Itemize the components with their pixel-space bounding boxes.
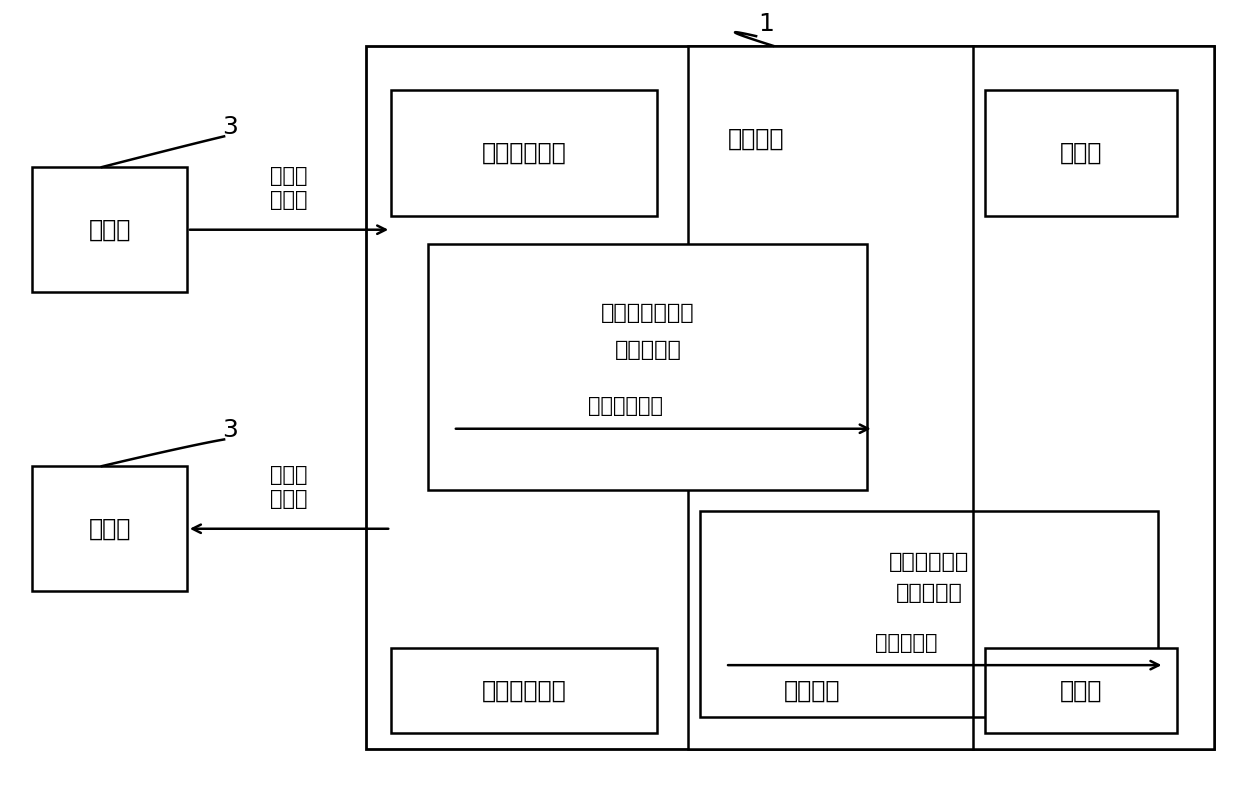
- Text: 数据计算服务: 数据计算服务: [482, 678, 567, 702]
- Text: 3: 3: [222, 418, 238, 442]
- Bar: [428, 244, 868, 491]
- Bar: [32, 167, 187, 292]
- Bar: [391, 90, 657, 216]
- Text: 直到规则引擎返: 直到规则引擎返: [601, 303, 694, 323]
- Text: 1: 1: [758, 12, 774, 36]
- Bar: [701, 511, 1158, 717]
- Text: 客户端: 客户端: [88, 517, 131, 541]
- Bar: [32, 466, 187, 591]
- Text: 提交贷
款申请: 提交贷 款申请: [270, 166, 308, 209]
- Bar: [366, 46, 1214, 749]
- Text: 客户端: 客户端: [88, 217, 131, 242]
- Text: 规则集: 规则集: [1060, 141, 1102, 165]
- Text: 规则引擎: 规则引擎: [784, 679, 839, 703]
- Text: 执行规则集: 执行规则集: [875, 633, 937, 653]
- Text: 回拒绝结果: 回拒绝结果: [614, 340, 681, 360]
- Text: 3: 3: [222, 114, 238, 139]
- Text: 调用规则引擎: 调用规则引擎: [588, 396, 663, 416]
- Bar: [391, 648, 657, 733]
- Text: 直到规则集返: 直到规则集返: [889, 552, 970, 572]
- Bar: [985, 648, 1177, 733]
- Text: 回拒绝结果: 回拒绝结果: [895, 583, 962, 603]
- Text: 数据计算服务: 数据计算服务: [482, 141, 567, 165]
- Text: 规则集: 规则集: [1060, 678, 1102, 702]
- Bar: [688, 46, 1214, 749]
- Text: 显示审
批结果: 显示审 批结果: [270, 466, 308, 508]
- Bar: [985, 90, 1177, 216]
- Text: 规则引擎: 规则引擎: [728, 127, 785, 151]
